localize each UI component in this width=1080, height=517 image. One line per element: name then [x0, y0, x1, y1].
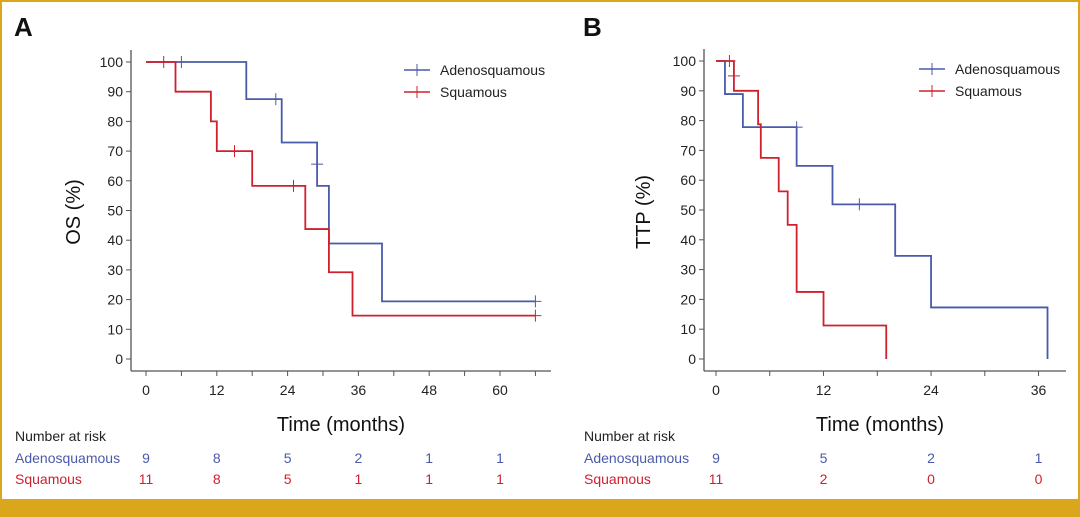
y-tick-label: 90 [107, 84, 123, 100]
y-tick-label: 30 [680, 262, 696, 278]
x-axis-label-b: Time (months) [816, 414, 944, 436]
legend-b: Adenosquamous Squamous [919, 61, 1060, 99]
censor-mark [311, 158, 324, 171]
risk-table-title-b: Number at risk [584, 428, 676, 444]
risk-value: 2 [927, 450, 935, 466]
x-tick-label: 12 [816, 382, 832, 398]
x-tick-label: 36 [351, 382, 367, 398]
risk-value: 11 [708, 471, 724, 487]
risk-row-label-adeno-a: Adenosquamous [15, 450, 121, 466]
panel-label-a: A [14, 12, 33, 42]
risk-value: 1 [425, 450, 434, 466]
km-curve-squamous [146, 61, 536, 317]
y-axis-b: 0 10 20 30 40 50 60 70 80 90 100 [673, 49, 705, 371]
chart-a-os: 0 10 20 30 40 50 60 70 80 90 100 0 12 24 36 48 60 Adeno… [63, 50, 551, 436]
y-tick-label: 20 [680, 291, 696, 307]
legend-label: Adenosquamous [440, 62, 545, 78]
x-tick-label: 24 [280, 382, 296, 398]
censor-mark [727, 69, 740, 82]
y-tick-label: 100 [673, 53, 697, 69]
censor-mark [529, 295, 542, 308]
y-tick-label: 40 [107, 232, 123, 248]
y-tick-label: 100 [100, 54, 124, 70]
y-tick-label: 70 [107, 143, 123, 159]
x-tick-label: 24 [923, 382, 939, 398]
x-axis-a: 0 12 24 36 48 60 [131, 370, 551, 398]
risk-value: 0 [1034, 471, 1043, 487]
y-tick-label: 60 [107, 173, 123, 189]
risk-value: 5 [819, 450, 828, 466]
y-tick-label: 70 [680, 142, 696, 158]
y-tick-label: 20 [107, 292, 123, 308]
y-tick-label: 10 [107, 321, 123, 337]
risk-value: 0 [927, 471, 935, 487]
risk-value: 9 [142, 450, 150, 466]
risk-value: 11 [138, 471, 154, 487]
y-axis-label-b: TTP (%) [633, 175, 655, 249]
x-tick-label: 0 [142, 382, 150, 398]
legend-a: Adenosquamous Squamous [404, 62, 545, 100]
y-tick-label: 10 [680, 321, 696, 337]
y-tick-label: 90 [680, 83, 696, 99]
censor-mark [157, 56, 170, 68]
risk-value: 1 [425, 471, 434, 487]
x-tick-label: 60 [492, 382, 508, 398]
censor-mark [228, 145, 241, 158]
y-axis-a: 0 10 20 30 40 50 60 70 80 90 100 [100, 50, 132, 371]
y-tick-label: 80 [680, 113, 696, 129]
censor-mark [269, 93, 282, 106]
risk-value: 2 [354, 450, 363, 466]
risk-table-title-a: Number at risk [15, 428, 107, 444]
km-curve-squamous [716, 60, 888, 359]
risk-row-label-squamous-a: Squamous [15, 471, 82, 487]
risk-value: 1 [354, 471, 363, 487]
legend-label: Squamous [955, 83, 1022, 99]
y-tick-label: 50 [680, 202, 696, 218]
series-group-a [146, 56, 542, 322]
y-axis-label-a: OS (%) [63, 179, 85, 245]
risk-value: 1 [496, 450, 504, 466]
x-tick-label: 12 [209, 382, 225, 398]
censor-mark [287, 179, 300, 192]
y-tick-label: 80 [107, 113, 123, 129]
risk-value: 1 [496, 471, 504, 487]
censor-mark [723, 55, 736, 67]
risk-row-label-squamous-b: Squamous [584, 471, 651, 487]
x-axis-b: 0 12 24 36 [704, 370, 1066, 398]
km-curve-adenosquamous [716, 60, 1049, 359]
risk-value: 2 [819, 471, 828, 487]
series-group-b [716, 55, 1049, 359]
risk-value: 5 [283, 471, 292, 487]
risk-value: 9 [712, 450, 720, 466]
y-tick-label: 0 [115, 351, 123, 367]
risk-value: 5 [283, 450, 292, 466]
y-tick-label: 40 [680, 232, 696, 248]
legend-label: Adenosquamous [955, 61, 1060, 77]
y-tick-label: 60 [680, 172, 696, 188]
censor-mark [853, 198, 866, 211]
chart-b-ttp: 0 10 20 30 40 50 60 70 80 90 100 0 12 24 36 Adenosqua… [633, 49, 1066, 436]
censor-mark [529, 309, 542, 322]
figure-frame [0, 0, 1080, 499]
x-tick-label: 0 [712, 382, 720, 398]
footer-band [0, 499, 1080, 517]
legend-label: Squamous [440, 84, 507, 100]
risk-value: 8 [212, 471, 221, 487]
risk-value: 1 [1034, 450, 1043, 466]
y-tick-label: 30 [107, 262, 123, 278]
x-tick-label: 36 [1031, 382, 1047, 398]
x-axis-label-a: Time (months) [277, 414, 405, 436]
panel-label-b: B [583, 12, 602, 42]
risk-value: 8 [212, 450, 221, 466]
risk-row-label-adeno-b: Adenosquamous [584, 450, 690, 466]
y-tick-label: 0 [688, 351, 696, 367]
censor-mark [175, 56, 188, 68]
x-tick-label: 48 [421, 382, 437, 398]
y-tick-label: 50 [107, 203, 123, 219]
censor-mark [790, 121, 803, 134]
